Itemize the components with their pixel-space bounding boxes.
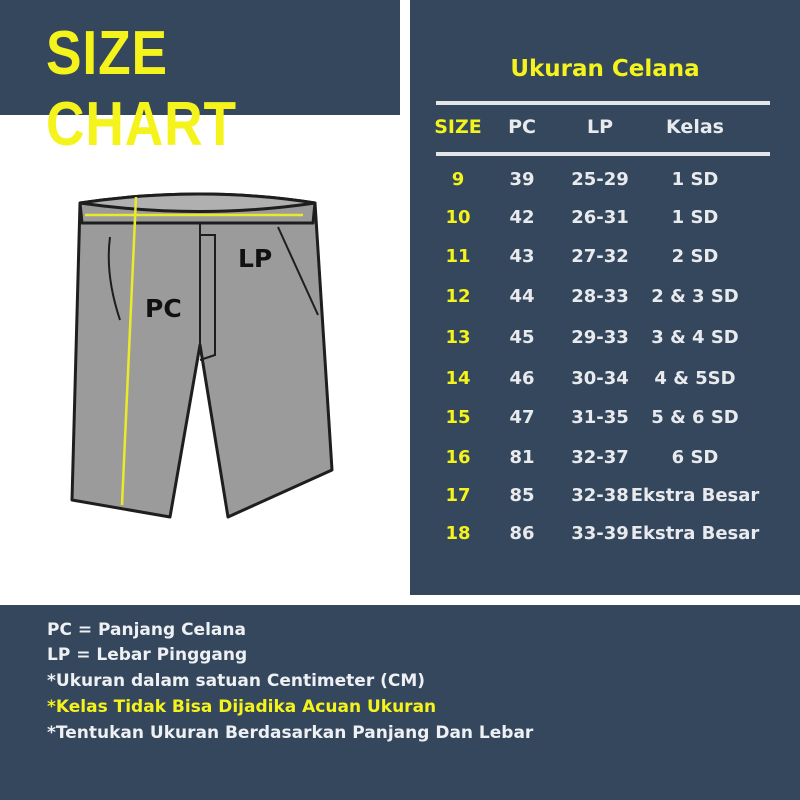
- note-unit: *Ukuran dalam satuan Centimeter (CM): [47, 671, 426, 691]
- header-size: SIZE: [434, 116, 482, 138]
- cell-kelas: 5 & 6 SD: [651, 407, 739, 428]
- cell-pc: 44: [509, 286, 535, 307]
- table-row: 14 46 30-34 4 & 5SD: [410, 368, 800, 398]
- table-row: 11 43 27-32 2 SD: [410, 246, 800, 276]
- table-row: 12 44 28-33 2 & 3 SD: [410, 286, 800, 316]
- note-lp: LP = Lebar Pinggang: [47, 645, 248, 665]
- cell-pc: 45: [509, 327, 535, 348]
- cell-pc: 42: [509, 207, 535, 228]
- header-lp: LP: [586, 116, 614, 138]
- cell-size: 14: [445, 368, 471, 389]
- pc-label: PC: [145, 294, 182, 323]
- divider: [436, 152, 770, 156]
- cell-size: 17: [445, 485, 471, 506]
- lp-label: LP: [238, 244, 272, 273]
- cell-lp: 32-37: [571, 447, 629, 468]
- cell-kelas: 2 SD: [671, 246, 719, 267]
- note-instruction: *Tentukan Ukuran Berdasarkan Panjang Dan…: [47, 723, 534, 743]
- cell-kelas: 4 & 5SD: [654, 368, 736, 389]
- table-title: Ukuran Celana: [510, 56, 700, 82]
- cell-lp: 27-32: [571, 246, 629, 267]
- table-row: 13 45 29-33 3 & 4 SD: [410, 327, 800, 357]
- cell-pc: 46: [509, 368, 535, 389]
- cell-lp: 28-33: [571, 286, 629, 307]
- size-table-panel: Ukuran Celana SIZE PC LP Kelas 9 39 25-29 1…: [410, 0, 800, 595]
- cell-size: 16: [445, 447, 471, 468]
- table-header: SIZE PC LP Kelas: [410, 116, 800, 146]
- table-row: 10 42 26-31 1 SD: [410, 207, 800, 237]
- cell-lp: 33-39: [571, 523, 629, 544]
- cell-size: 18: [445, 523, 471, 544]
- cell-size: 12: [445, 286, 471, 307]
- cell-kelas: 1 SD: [671, 207, 719, 228]
- table-row: 18 86 33-39 Ekstra Besar: [410, 523, 800, 553]
- cell-size: 9: [451, 169, 465, 190]
- header-pc: PC: [508, 116, 536, 138]
- cell-pc: 85: [509, 485, 535, 506]
- cell-size: 11: [445, 246, 471, 267]
- shorts-illustration: LP PC: [70, 192, 334, 519]
- note-pc: PC = Panjang Celana: [47, 620, 246, 640]
- table-row: 9 39 25-29 1 SD: [410, 169, 800, 199]
- header-kelas: Kelas: [666, 116, 724, 138]
- cell-pc: 43: [509, 246, 535, 267]
- cell-kelas: 6 SD: [671, 447, 719, 468]
- cell-kelas: 1 SD: [671, 169, 719, 190]
- cell-kelas: 2 & 3 SD: [651, 286, 739, 307]
- cell-kelas: Ekstra Besar: [630, 523, 760, 544]
- cell-kelas: Ekstra Besar: [630, 485, 760, 506]
- pc-measure-line: [120, 196, 138, 506]
- cell-lp: 26-31: [571, 207, 629, 228]
- cell-lp: 31-35: [571, 407, 629, 428]
- cell-lp: 32-38: [571, 485, 629, 506]
- cell-pc: 47: [509, 407, 535, 428]
- cell-size: 13: [445, 327, 471, 348]
- note-kelas-warning: *Kelas Tidak Bisa Dijadika Acuan Ukuran: [47, 697, 437, 717]
- cell-pc: 81: [509, 447, 535, 468]
- cell-lp: 29-33: [571, 327, 629, 348]
- cell-pc: 39: [509, 169, 535, 190]
- cell-lp: 30-34: [571, 368, 629, 389]
- table-row: 16 81 32-37 6 SD: [410, 447, 800, 477]
- cell-kelas: 3 & 4 SD: [651, 327, 739, 348]
- cell-size: 15: [445, 407, 471, 428]
- table-row: 17 85 32-38 Ekstra Besar: [410, 485, 800, 515]
- cell-size: 10: [445, 207, 471, 228]
- divider: [436, 101, 770, 105]
- notes-panel: PC = Panjang Celana LP = Lebar Pinggang …: [0, 605, 800, 800]
- cell-lp: 25-29: [571, 169, 629, 190]
- cell-pc: 86: [509, 523, 535, 544]
- page-title: SIZE CHART: [46, 19, 237, 159]
- title-banner: SIZE CHART: [0, 0, 400, 159]
- table-row: 15 47 31-35 5 & 6 SD: [410, 407, 800, 437]
